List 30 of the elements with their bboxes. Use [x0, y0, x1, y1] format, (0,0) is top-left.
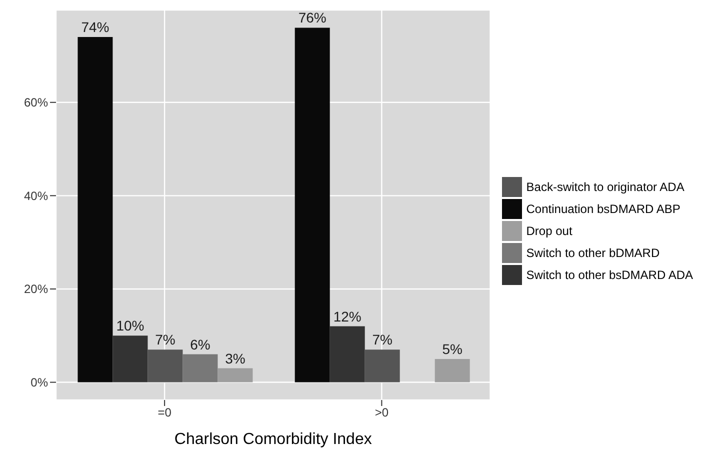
bar — [148, 350, 183, 382]
bar — [330, 326, 365, 382]
data-label: 5% — [442, 340, 462, 357]
x-tick-label: >0 — [374, 406, 389, 420]
bar — [78, 37, 113, 382]
x-axis-title: Charlson Comorbidity Index — [174, 431, 372, 448]
bar — [294, 28, 330, 382]
y-tick-label: 20% — [24, 282, 48, 296]
legend-label: Switch to other bsDMARD ADA — [526, 268, 693, 282]
data-label: 76% — [298, 10, 326, 26]
data-label: 7% — [155, 332, 176, 348]
bar — [434, 358, 470, 382]
y-tick-label: 40% — [24, 188, 48, 203]
y-tick-label: 0% — [30, 376, 48, 390]
data-label: 74% — [81, 19, 110, 36]
data-label: 12% — [333, 308, 362, 324]
data-label: 3% — [225, 350, 246, 366]
data-label: 7% — [372, 332, 392, 348]
legend-label: Switch to other bDMARD — [526, 246, 660, 260]
bar — [182, 354, 218, 382]
bar — [218, 368, 253, 382]
y-tick-label: 60% — [24, 96, 48, 110]
legend-label: Drop out — [526, 224, 572, 238]
bar — [112, 336, 148, 382]
x-tick-label: =0 — [158, 406, 172, 420]
legend-label: Continuation bsDMARD ABP — [526, 202, 680, 216]
data-label: 10% — [116, 318, 144, 334]
data-label: 6% — [190, 336, 210, 352]
legend-label: Back-switch to originator ADA — [526, 180, 684, 194]
bar — [364, 350, 400, 382]
